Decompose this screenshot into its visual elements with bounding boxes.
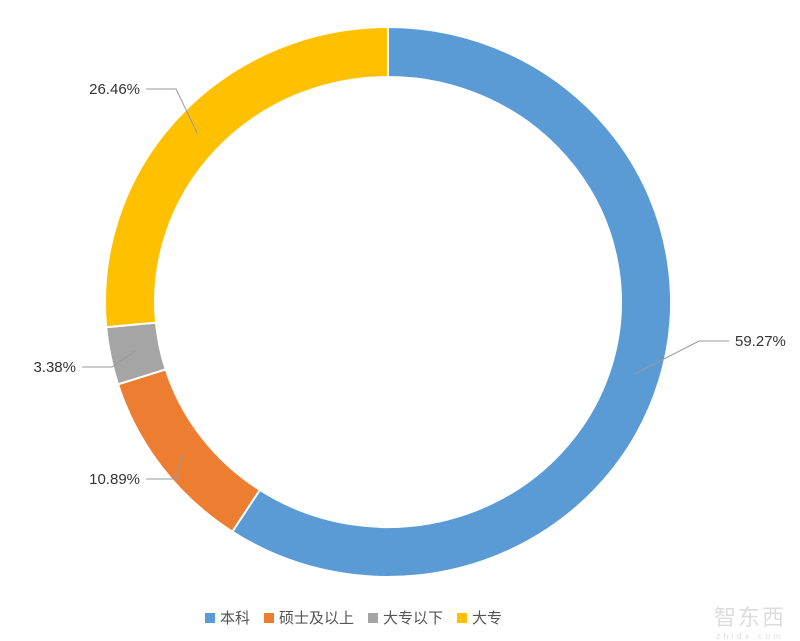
watermark-logo: 智东西 zhidx.com <box>713 606 786 641</box>
legend-item: 大专以下 <box>368 607 443 628</box>
leader-line <box>634 340 729 375</box>
donut-chart: 59.27% 10.89% 3.38% 26.46% <box>33 25 786 578</box>
legend-label: 硕士及以上 <box>279 609 355 627</box>
leader-line <box>82 350 136 368</box>
legend-swatch <box>457 612 468 623</box>
legend-swatch <box>264 612 275 623</box>
donut-slice <box>104 25 389 329</box>
legend-swatch <box>368 612 379 623</box>
legend-label: 大专以下 <box>383 609 444 627</box>
legend-item: 大专 <box>457 607 502 628</box>
data-label: 3.38% <box>33 359 76 376</box>
leader-line <box>146 452 183 480</box>
donut-slice <box>116 368 262 534</box>
data-label: 26.46% <box>89 81 140 98</box>
legend: 本科 硕士及以上 大专以下 大专 <box>205 607 502 628</box>
leader-line <box>146 88 198 134</box>
donut-slice <box>230 25 672 578</box>
data-label: 59.27% <box>735 333 786 350</box>
legend-label: 本科 <box>220 609 251 627</box>
legend-item: 本科 <box>205 607 250 628</box>
data-label: 10.89% <box>89 471 140 488</box>
legend-swatch <box>205 612 215 623</box>
legend-item: 硕士及以上 <box>264 607 354 628</box>
legend-label: 大专 <box>472 609 503 627</box>
